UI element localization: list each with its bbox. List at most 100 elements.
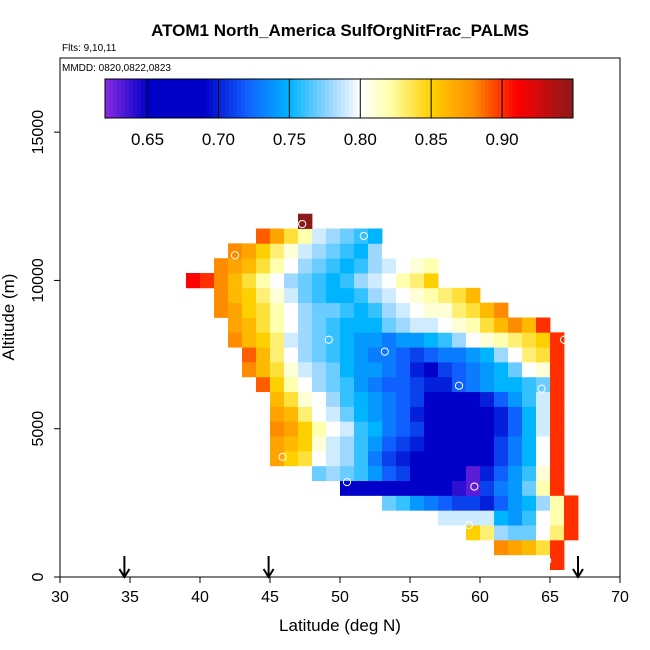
colorbar-strip bbox=[425, 79, 430, 118]
colorbar-strip bbox=[497, 79, 502, 118]
heatmap-cell bbox=[326, 376, 341, 393]
colorbar-strip bbox=[561, 79, 566, 118]
heatmap-cell bbox=[424, 391, 439, 407]
heatmap-cell bbox=[284, 273, 299, 289]
heatmap-cell bbox=[494, 332, 509, 348]
colorbar-strip bbox=[489, 79, 494, 118]
heatmap-cell bbox=[354, 287, 369, 304]
colorbar-strip bbox=[129, 79, 134, 118]
heatmap-cell bbox=[382, 258, 397, 274]
heatmap-cell bbox=[452, 406, 467, 422]
heatmap-cell bbox=[396, 465, 411, 482]
heatmap-cell bbox=[424, 302, 439, 318]
heatmap-cell bbox=[256, 243, 271, 259]
colorbar-strip bbox=[253, 79, 258, 118]
heatmap-cell bbox=[354, 450, 369, 467]
heatmap-cell bbox=[326, 450, 341, 467]
heatmap-cell bbox=[522, 332, 537, 348]
heatmap-cell bbox=[242, 273, 257, 289]
heatmap-cell bbox=[522, 480, 537, 496]
heatmap-cell bbox=[284, 332, 299, 348]
heatmap-cell bbox=[368, 258, 383, 274]
heatmap-cell bbox=[508, 361, 523, 378]
heatmap-cell bbox=[508, 406, 523, 422]
heatmap-cell bbox=[494, 510, 509, 526]
heatmap-cells bbox=[186, 213, 579, 570]
heatmap-cell bbox=[368, 450, 383, 467]
heatmap-cell bbox=[536, 406, 551, 422]
heatmap-cell bbox=[424, 273, 439, 289]
heatmap-cell bbox=[298, 391, 313, 407]
heatmap-cell bbox=[382, 273, 397, 289]
heatmap-cell bbox=[522, 347, 537, 363]
sample-circle bbox=[559, 335, 569, 344]
heatmap-cell bbox=[438, 391, 453, 407]
heatmap-cell bbox=[452, 465, 467, 482]
heatmap-cell bbox=[354, 406, 369, 422]
heatmap-cell bbox=[550, 510, 565, 526]
heatmap-cell bbox=[438, 421, 453, 437]
colorbar-strip bbox=[529, 79, 534, 118]
colorbar-strip bbox=[113, 79, 118, 118]
heatmap-cell bbox=[438, 436, 453, 452]
colorbar-strip bbox=[185, 79, 190, 118]
heatmap-cell bbox=[452, 361, 467, 378]
heatmap-cell bbox=[494, 317, 509, 333]
heatmap-cell bbox=[466, 480, 481, 496]
heatmap-cell bbox=[424, 436, 439, 452]
colorbar-strip bbox=[525, 79, 530, 118]
heatmap-cell bbox=[424, 376, 439, 393]
heatmap-cell bbox=[396, 332, 411, 348]
colorbar-strip bbox=[201, 79, 206, 118]
sample-circle bbox=[543, 556, 552, 565]
heatmap-cell bbox=[508, 391, 523, 407]
heatmap-cell bbox=[368, 465, 383, 482]
colorbar-strip bbox=[353, 79, 358, 118]
heatmap-cell bbox=[480, 421, 495, 437]
heatmap-cell bbox=[270, 450, 285, 467]
heatmap-cell bbox=[228, 332, 243, 348]
heatmap-cell bbox=[466, 495, 481, 511]
heatmap-cell bbox=[228, 317, 243, 333]
heatmap-cell bbox=[382, 406, 397, 422]
heatmap-cell bbox=[424, 332, 439, 348]
heatmap-cell bbox=[550, 361, 565, 378]
sample-circle bbox=[181, 288, 191, 297]
heatmap-cell bbox=[284, 243, 299, 259]
heatmap-cell bbox=[340, 436, 355, 452]
heatmap-cell bbox=[256, 376, 271, 393]
heatmap-cell bbox=[536, 421, 551, 437]
heatmap-cell bbox=[354, 228, 369, 244]
heatmap-cell bbox=[396, 406, 411, 422]
sample-circle bbox=[470, 482, 479, 491]
heatmap-cell bbox=[284, 361, 299, 378]
heatmap-cell bbox=[480, 480, 495, 496]
heatmap-cell bbox=[340, 450, 355, 467]
colorbar-strip bbox=[333, 79, 338, 118]
heatmap-cell bbox=[298, 228, 313, 244]
heatmap-cell bbox=[270, 243, 285, 259]
heatmap-cell bbox=[382, 361, 397, 378]
heatmap-cell bbox=[536, 436, 551, 452]
heatmap-cell bbox=[550, 436, 565, 452]
heatmap-cell bbox=[326, 406, 341, 422]
colorbar-strip bbox=[465, 79, 470, 118]
heatmap-cell bbox=[312, 332, 327, 348]
heatmap-cell bbox=[270, 347, 285, 363]
heatmap-cell bbox=[466, 347, 481, 363]
heatmap-cell bbox=[494, 495, 509, 511]
heatmap-cell bbox=[536, 391, 551, 407]
heatmap-cell bbox=[256, 332, 271, 348]
heatmap-cell bbox=[466, 376, 481, 393]
heatmap-cell bbox=[368, 287, 383, 304]
heatmap-cell bbox=[270, 421, 285, 437]
heatmap-cell bbox=[396, 495, 411, 511]
colorbar-strip bbox=[517, 79, 522, 118]
heatmap-cell bbox=[368, 302, 383, 318]
heatmap-cell bbox=[326, 361, 341, 378]
heatmap-cell bbox=[214, 258, 229, 274]
heatmap-cell bbox=[326, 347, 341, 363]
colorbar-strip bbox=[337, 79, 342, 118]
colorbar-strip bbox=[485, 79, 490, 118]
colorbar: 0.65 0.70 0.75 0.80 0.85 0.90 bbox=[104, 78, 574, 149]
